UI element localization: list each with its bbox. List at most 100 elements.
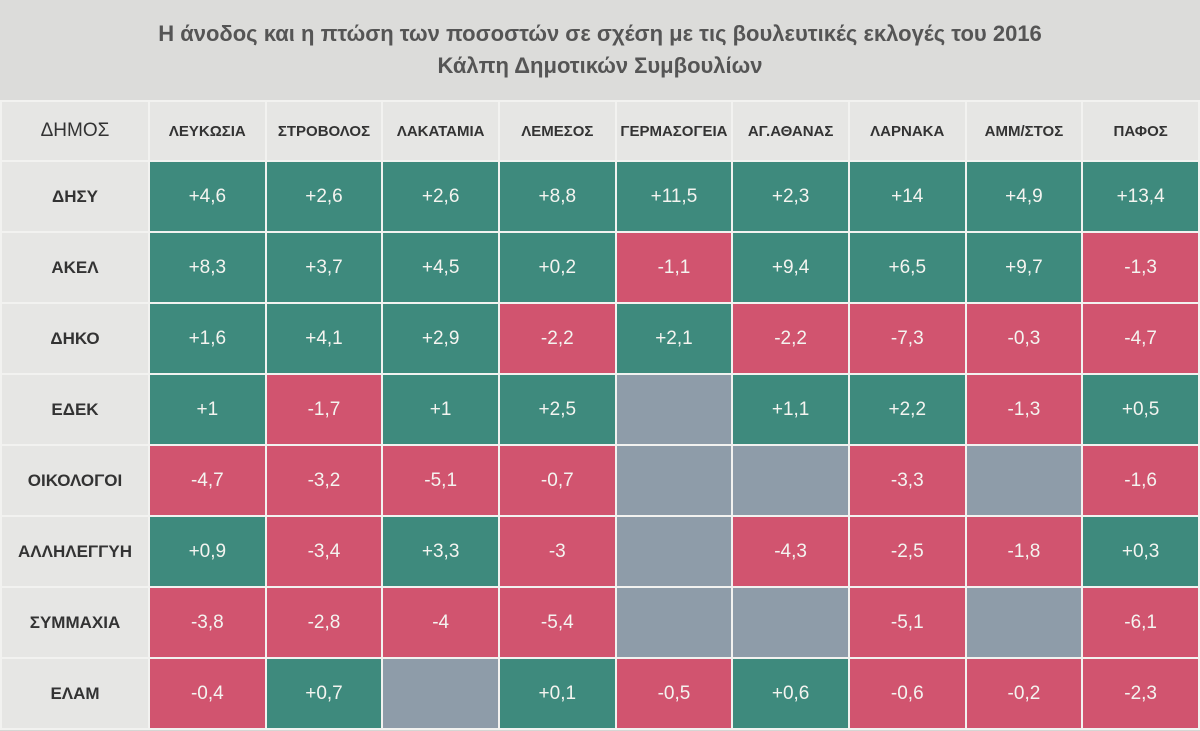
cell: +2,5 <box>497 373 617 446</box>
cell: +0,2 <box>497 231 617 304</box>
cell: +1,6 <box>148 302 267 375</box>
cell: +4,9 <box>964 160 1084 233</box>
cell: -0,4 <box>148 657 267 730</box>
empty-cell <box>614 373 734 446</box>
cell: +9,4 <box>731 231 850 304</box>
row-label: ΕΔΕΚ <box>0 373 150 446</box>
cell: -2,3 <box>1081 657 1200 730</box>
cell: +3,3 <box>381 515 500 588</box>
empty-cell <box>614 515 734 588</box>
row: ΑΛΛΗΛΕΓΓΥΗ +0,9 -3,4 +3,3 -3 -4,3 -2,5 -1,8 +0,3 <box>0 515 1200 588</box>
cell: +2,6 <box>381 160 500 233</box>
row: ΔΗΣΥ +4,6 +2,6 +2,6 +8,8 +11,5 +2,3 +14 +4,9 +13,… <box>0 160 1200 233</box>
row: ΔΗΚΟ +1,6 +4,1 +2,9 -2,2 +2,1 -2,2 -7,3 -0,3 -4,7 <box>0 302 1200 375</box>
column-header: ΣΤΡΟΒΟΛΟΣ <box>264 100 384 162</box>
empty-cell <box>614 586 734 659</box>
column-header: ΛΕΥΚΩΣΙΑ <box>148 100 267 162</box>
column-header: ΛΑΚΑΤΑΜΙΑ <box>381 100 500 162</box>
cell: +2,9 <box>381 302 500 375</box>
cell: -4,7 <box>1081 302 1200 375</box>
cell: +4,6 <box>148 160 267 233</box>
cell: +2,3 <box>731 160 850 233</box>
row: ΑΚΕΛ +8,3 +3,7 +4,5 +0,2 -1,1 +9,4 +6,5 +9,7 -1,3 <box>0 231 1200 304</box>
empty-cell <box>964 444 1084 517</box>
cell: +0,9 <box>148 515 267 588</box>
cell: -1,1 <box>614 231 734 304</box>
cell: -3,2 <box>264 444 384 517</box>
cell: +0,7 <box>264 657 384 730</box>
cell: +8,3 <box>148 231 267 304</box>
cell: +2,1 <box>614 302 734 375</box>
cell: -0,6 <box>847 657 967 730</box>
cell: -4,3 <box>731 515 850 588</box>
column-header: ΠΑΦΟΣ <box>1081 100 1200 162</box>
row: ΕΔΕΚ +1 -1,7 +1 +2,5 +1,1 +2,2 -1,3 +0,5 <box>0 373 1200 446</box>
cell: +9,7 <box>964 231 1084 304</box>
cell: +0,3 <box>1081 515 1200 588</box>
row-label: ΑΛΛΗΛΕΓΓΥΗ <box>0 515 150 588</box>
column-header: ΑΓ.ΑΘΑΝΑΣ <box>731 100 850 162</box>
cell: -1,3 <box>1081 231 1200 304</box>
cell: -3,4 <box>264 515 384 588</box>
cell: +1,1 <box>731 373 850 446</box>
column-header: ΓΕΡΜΑΣΟΓΕΙΑ <box>614 100 734 162</box>
cell: -6,1 <box>1081 586 1200 659</box>
cell: -0,7 <box>497 444 617 517</box>
row-label: ΑΚΕΛ <box>0 231 150 304</box>
cell: -5,1 <box>381 444 500 517</box>
cell: +4,5 <box>381 231 500 304</box>
cell: -4 <box>381 586 500 659</box>
empty-cell <box>731 586 850 659</box>
cell: -2,2 <box>497 302 617 375</box>
cell: +6,5 <box>847 231 967 304</box>
row: ΟΙΚΟΛΟΓΟΙ -4,7 -3,2 -5,1 -0,7 -3,3 -1,6 <box>0 444 1200 517</box>
cell: +3,7 <box>264 231 384 304</box>
column-header: ΛΕΜΕΣΟΣ <box>497 100 617 162</box>
column-header: ΛΑΡΝΑΚΑ <box>847 100 967 162</box>
cell: -1,3 <box>964 373 1084 446</box>
cell: +0,6 <box>731 657 850 730</box>
cell: -7,3 <box>847 302 967 375</box>
cell: -5,4 <box>497 586 617 659</box>
corner-header: ΔΗΜΟΣ <box>0 100 150 162</box>
row: ΕΛΑΜ -0,4 +0,7 +0,1 -0,5 +0,6 -0,6 -0,2 -2,3 <box>0 657 1200 730</box>
empty-cell <box>381 657 500 730</box>
cell: -3,8 <box>148 586 267 659</box>
cell: +13,4 <box>1081 160 1200 233</box>
cell: +8,8 <box>497 160 617 233</box>
cell: -4,7 <box>148 444 267 517</box>
cell: +14 <box>847 160 967 233</box>
cell: -0,3 <box>964 302 1084 375</box>
empty-cell <box>964 586 1084 659</box>
cell: +4,1 <box>264 302 384 375</box>
row-label: ΕΛΑΜ <box>0 657 150 730</box>
cell: -1,6 <box>1081 444 1200 517</box>
header: Η άνοδος και η πτώση των ποσοστών σε σχέ… <box>0 0 1200 100</box>
row: ΣΥΜΜΑΧΙΑ -3,8 -2,8 -4 -5,4 -5,1 -6,1 <box>0 586 1200 659</box>
cell: -2,5 <box>847 515 967 588</box>
row-label: ΣΥΜΜΑΧΙΑ <box>0 586 150 659</box>
table-body: ΔΗΣΥ +4,6 +2,6 +2,6 +8,8 +11,5 +2,3 +14 +4,9 +13,… <box>0 160 1200 730</box>
cell: -1,7 <box>264 373 384 446</box>
cell: +2,6 <box>264 160 384 233</box>
cell: -1,8 <box>964 515 1084 588</box>
cell: +0,1 <box>497 657 617 730</box>
cell: -3,3 <box>847 444 967 517</box>
subtitle: Κάλπη Δημοτικών Συμβουλίων <box>437 53 763 78</box>
cell: +2,2 <box>847 373 967 446</box>
cell: -2,8 <box>264 586 384 659</box>
row-label: ΔΗΣΥ <box>0 160 150 233</box>
cell: +11,5 <box>614 160 734 233</box>
title: Η άνοδος και η πτώση των ποσοστών σε σχέ… <box>158 21 1042 46</box>
row-label: ΟΙΚΟΛΟΓΟΙ <box>0 444 150 517</box>
cell: +1 <box>148 373 267 446</box>
header-row: ΔΗΜΟΣ ΛΕΥΚΩΣΙΑ ΣΤΡΟΒΟΛΟΣ ΛΑΚΑΤΑΜΙΑ ΛΕΜΕΣΟΣ Γ… <box>0 100 1200 162</box>
cell: +0,5 <box>1081 373 1200 446</box>
row-label: ΔΗΚΟ <box>0 302 150 375</box>
cell: -5,1 <box>847 586 967 659</box>
column-header: ΑΜΜ/ΣΤΟΣ <box>964 100 1084 162</box>
empty-cell <box>614 444 734 517</box>
empty-cell <box>731 444 850 517</box>
cell: -0,5 <box>614 657 734 730</box>
